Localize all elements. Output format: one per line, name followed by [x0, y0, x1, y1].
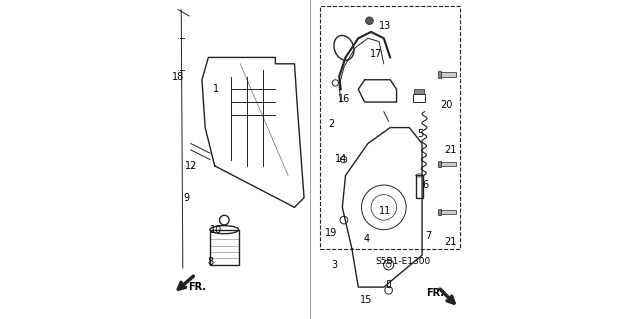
Text: 1: 1 [213, 84, 220, 94]
Text: 13: 13 [380, 20, 392, 31]
Bar [414, 89, 424, 94]
Text: 9: 9 [183, 193, 189, 203]
Text: 11: 11 [380, 205, 392, 216]
Text: 14: 14 [335, 154, 347, 165]
Text: 12: 12 [184, 161, 197, 171]
Text: 5: 5 [417, 129, 424, 139]
Text: 7: 7 [426, 231, 431, 241]
Bar [387, 280, 390, 287]
Text: 17: 17 [370, 49, 382, 59]
Text: 4: 4 [363, 234, 369, 244]
Text: 19: 19 [325, 228, 337, 238]
Text: 3: 3 [332, 260, 337, 270]
Bar [438, 161, 441, 167]
Text: 21: 21 [445, 237, 457, 248]
Circle shape [365, 17, 373, 25]
Text: 2: 2 [328, 119, 334, 130]
Text: 10: 10 [210, 225, 223, 235]
Text: 18: 18 [172, 71, 184, 82]
Text: 8: 8 [207, 256, 213, 267]
Bar [438, 71, 441, 78]
Text: S5B1-E1300: S5B1-E1300 [375, 257, 431, 266]
Text: 15: 15 [360, 295, 372, 305]
Bar [413, 94, 425, 102]
Bar [440, 72, 456, 77]
Text: 20: 20 [440, 100, 452, 110]
Bar [440, 210, 456, 214]
Text: 21: 21 [445, 145, 457, 155]
Text: FR.: FR. [188, 282, 206, 292]
Bar [438, 209, 441, 215]
Text: 6: 6 [422, 180, 428, 190]
Text: FR.: FR. [426, 288, 444, 299]
Text: 16: 16 [338, 94, 350, 104]
Bar [320, 6, 460, 249]
Bar [440, 162, 456, 166]
Bar [416, 175, 422, 198]
